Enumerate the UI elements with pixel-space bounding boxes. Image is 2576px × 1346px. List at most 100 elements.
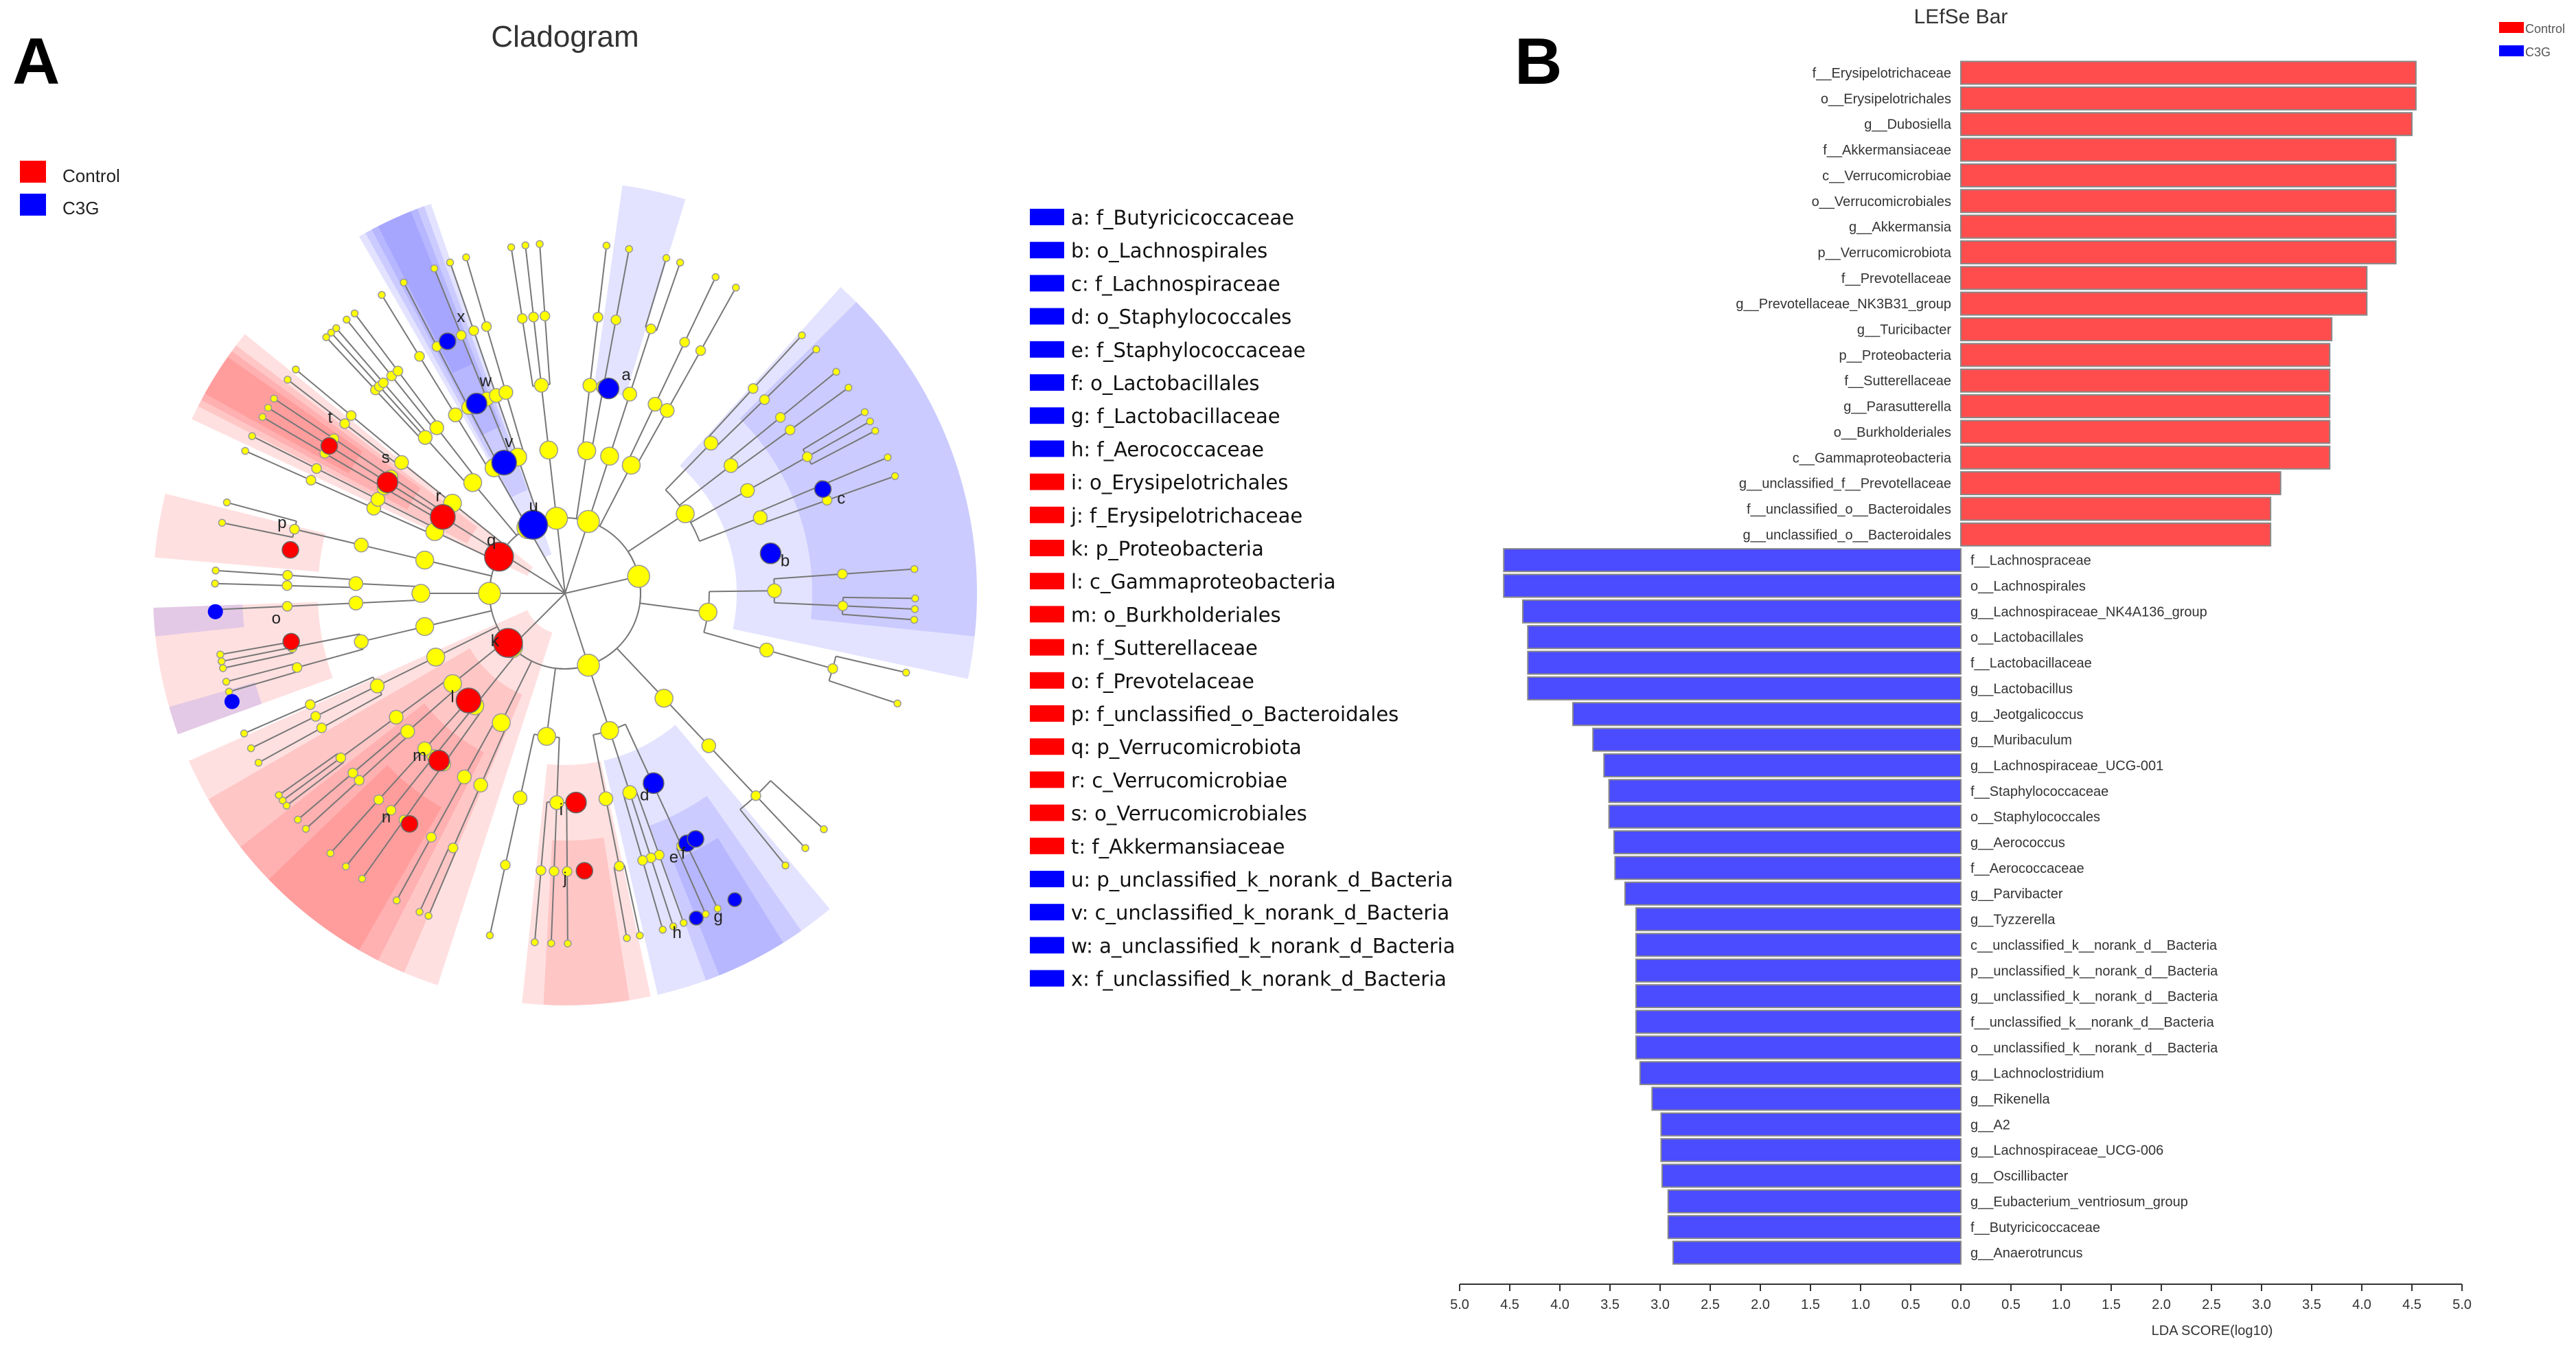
tree-branch: [220, 641, 292, 656]
tree-node: [254, 758, 263, 767]
cladogram-group-legend: Control C3G: [20, 161, 120, 218]
clade-label-h: h: f_Aerococcaceae: [1071, 437, 1264, 461]
tree-branch: [465, 257, 487, 327]
tree-node: [627, 564, 650, 589]
tree-node: [832, 367, 840, 376]
tree-node: [485, 931, 494, 939]
tree-branch: [251, 716, 317, 749]
bar-label: f__Erysipelotrichaceae: [1813, 66, 1951, 81]
tree-node: [354, 634, 369, 650]
bar-label: g__Lachnospiraceae_NK4A136_group: [1970, 604, 2207, 619]
biomarker-letter-r: r: [436, 487, 441, 505]
tree-branch: [752, 334, 803, 389]
tree-node: [342, 862, 350, 871]
tree-branch: [539, 244, 546, 317]
tree-branch: [435, 626, 498, 658]
tree-node: [264, 403, 273, 412]
clade-label-g: g: f_Lactobacillaceae: [1071, 404, 1280, 428]
tree-branch: [452, 503, 507, 547]
tree-branch: [555, 518, 566, 594]
tree-branch: [333, 437, 392, 478]
tree-branch: [310, 479, 374, 509]
bar-label: f__Aerococcaceae: [1970, 861, 2084, 876]
bar-control: [1960, 112, 2413, 137]
tree-node: [378, 377, 389, 389]
bar-label: c__Verrucomicrobiae: [1822, 168, 1951, 183]
tree-node: [676, 504, 695, 523]
tree-branch: [623, 865, 641, 936]
tree-node: [457, 769, 472, 785]
tree-node: [547, 939, 555, 948]
biomarker-node-small: [207, 604, 223, 619]
tree-node: [448, 842, 459, 854]
bar-control: [1960, 189, 2397, 214]
tree-node: [752, 510, 768, 525]
tree-branch: [666, 350, 702, 411]
tree-node: [448, 407, 463, 422]
tree-node: [598, 791, 614, 806]
tree-node: [531, 938, 539, 946]
tree-node: [219, 664, 227, 672]
tree-branch: [608, 730, 631, 793]
tree-node: [739, 483, 755, 499]
tree-node: [507, 243, 516, 251]
tree-branch: [395, 678, 450, 718]
tree-node: [345, 410, 357, 421]
tree-branch: [278, 753, 338, 796]
tree-node: [335, 752, 347, 764]
bar-label: g__unclassified_f__Prevotellaceae: [1739, 477, 1951, 492]
tree-branch: [564, 593, 589, 665]
biomarker-letter-q: q: [487, 531, 496, 549]
bar-c3g: [1639, 1061, 1962, 1086]
bar-label: o__Staphylococcales: [1970, 810, 2100, 825]
clade-swatch-v: [1030, 904, 1064, 921]
tree-node: [415, 908, 424, 916]
tree-node: [577, 441, 597, 461]
tree-branch: [708, 745, 757, 797]
tree-node: [774, 412, 786, 423]
tree-branch: [842, 613, 915, 621]
tree-branch: [766, 649, 833, 670]
tree-branch: [403, 763, 445, 821]
bar-label: g__Anaerotruncus: [1970, 1246, 2082, 1261]
tree-node: [621, 455, 641, 475]
tree-branch: [734, 429, 791, 471]
bar-control: [1960, 394, 2331, 419]
clade-label-m: m: o_Burkholderiales: [1071, 603, 1281, 626]
tree-node: [577, 653, 600, 677]
tree-node: [660, 403, 675, 418]
tree-node: [676, 258, 685, 267]
tree-branch: [544, 315, 551, 385]
tree-node: [240, 729, 249, 738]
tree-node: [539, 440, 558, 460]
tree-node: [564, 939, 572, 948]
clade-swatch-b: [1030, 242, 1064, 259]
bar-label: o__Erysipelotrichales: [1821, 91, 1951, 106]
legend-label-control: Control: [62, 166, 120, 186]
tree-node: [348, 576, 364, 591]
clade-swatch-l: [1030, 573, 1064, 590]
tree-branch: [401, 461, 453, 504]
tree-branch: [391, 375, 435, 431]
tree-node: [354, 537, 369, 553]
bar-label: o__unclassified_k__norank_d__Bacteria: [1970, 1040, 2218, 1056]
tree-branch: [623, 794, 643, 861]
tree-node: [339, 418, 350, 429]
tree-node: [211, 580, 219, 588]
bar-label: g__Lachnoclostridium: [1970, 1066, 2104, 1082]
biomarker-letter-h: h: [672, 924, 681, 942]
bar-legend: Control C3G: [2499, 22, 2565, 59]
biomarker-node-i: [565, 791, 587, 814]
tree-branch: [358, 733, 411, 782]
tree-branch: [763, 348, 817, 400]
tree-branch: [287, 379, 345, 424]
clade-swatch-e: [1030, 341, 1064, 358]
tree-branch: [597, 245, 608, 317]
tree-branch: [602, 319, 617, 388]
biomarker-node-o: [282, 632, 300, 651]
tree-branch: [378, 385, 426, 438]
biomarker-node-k: [493, 628, 523, 658]
bar-c3g: [1660, 1112, 1962, 1137]
biomarker-node-m: [428, 749, 450, 772]
